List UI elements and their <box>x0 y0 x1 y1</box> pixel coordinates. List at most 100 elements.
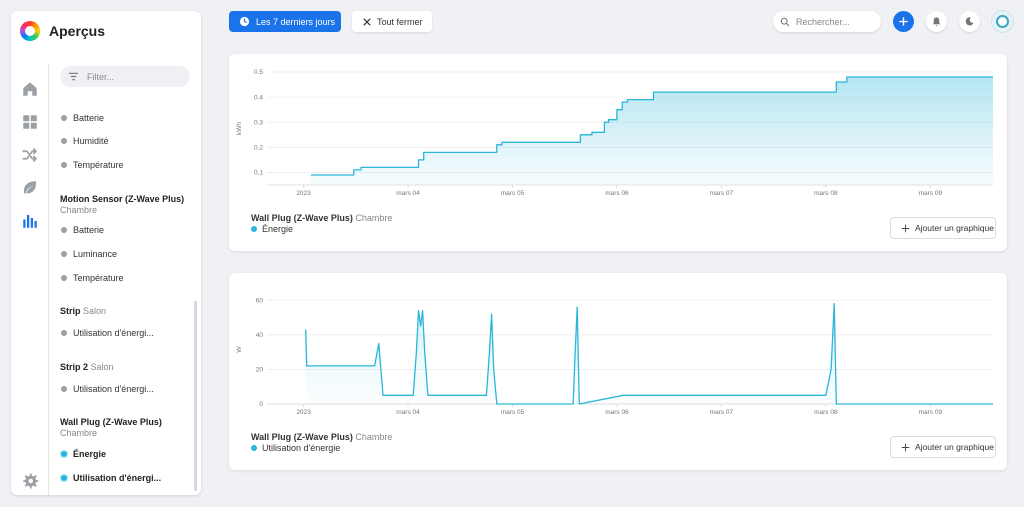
device-name: Strip 2 <box>60 362 89 372</box>
y-tick-label: 20 <box>256 367 264 374</box>
filter-icon <box>68 72 79 81</box>
energy-chart: 0.1 0.2 0.3 0.4 0.5 kWh 2023 mars 04 mars 05 mars… <box>236 69 993 197</box>
chart-legend[interactable]: Utilisation d'énergie <box>251 443 340 453</box>
group-title: Strip Salon <box>60 306 106 316</box>
avatar[interactable] <box>992 11 1013 32</box>
list-item-selected[interactable]: Utilisation d'énergi... <box>60 473 161 483</box>
x-tick-label: mars 06 <box>605 190 629 197</box>
device-name: Wall Plug (Z-Wave Plus) <box>60 417 162 427</box>
sidebar: Aperçus Batterie Humidité Température Mo… <box>11 11 201 495</box>
list-item-label: Humidité <box>73 136 109 146</box>
nav-rail <box>11 63 49 495</box>
list-item-label: Utilisation d'énergi... <box>73 328 154 338</box>
list-item[interactable]: Température <box>60 273 124 283</box>
list-item[interactable]: Batterie <box>60 113 104 123</box>
list-item-label: Batterie <box>73 113 105 123</box>
power-chart: 0 20 40 60 W 2023 mars 04 mars 05 mars 06 mars 07… <box>236 297 993 416</box>
search-icon <box>780 17 790 26</box>
device-room: Chambre <box>355 432 393 442</box>
y-tick-label: 40 <box>256 332 264 339</box>
avatar-icon <box>996 15 1009 28</box>
list-item[interactable]: Utilisation d'énergi... <box>60 328 154 338</box>
y-tick-label: 0 <box>259 401 263 408</box>
legend-label: Énergie <box>262 224 294 234</box>
list-item-selected[interactable]: Énergie <box>60 449 106 459</box>
moon-icon <box>965 17 974 26</box>
home-icon[interactable] <box>21 80 39 98</box>
y-tick-label: 60 <box>256 297 264 304</box>
list-item[interactable]: Utilisation d'énergi... <box>60 384 154 394</box>
x-tick-label: mars 05 <box>501 409 525 416</box>
app-logo-icon <box>20 21 40 41</box>
x-tick-label: mars 06 <box>605 409 629 416</box>
list-item[interactable]: Humidité <box>60 136 109 146</box>
x-tick-label: mars 04 <box>396 409 420 416</box>
group-title: Strip 2 Salon <box>60 362 114 372</box>
date-range-label: Les 7 derniers jours <box>256 16 336 27</box>
list-item-label: Température <box>73 160 124 170</box>
series-line <box>310 76 993 176</box>
chart-legend[interactable]: Énergie <box>251 224 293 234</box>
theme-toggle-button[interactable] <box>959 11 980 32</box>
brand: Aperçus <box>20 20 105 42</box>
filter-field[interactable] <box>60 66 190 87</box>
list-item[interactable]: Luminance <box>60 249 117 259</box>
status-dot <box>61 330 67 336</box>
status-dot <box>61 386 67 392</box>
search-input[interactable] <box>796 16 876 27</box>
status-dot <box>61 115 67 121</box>
app-title: Aperçus <box>49 23 106 39</box>
list-item-label: Énergie <box>73 449 107 459</box>
list-item-label: Luminance <box>73 249 118 259</box>
plus-icon <box>899 17 908 26</box>
clock-icon <box>239 16 250 27</box>
filter-input[interactable] <box>87 71 182 82</box>
y-tick-label: 0.1 <box>254 170 263 177</box>
notifications-button[interactable] <box>926 11 947 32</box>
list-item[interactable]: Batterie <box>60 225 104 235</box>
legend-label: Utilisation d'énergie <box>262 443 341 453</box>
device-area: Salon <box>90 362 114 372</box>
y-tick-label: 0.2 <box>254 145 263 152</box>
y-tick-label: 0.3 <box>254 119 263 126</box>
x-tick-label: 2023 <box>296 190 311 197</box>
gear-icon[interactable] <box>21 472 39 490</box>
list-item-label: Utilisation d'énergi... <box>73 473 162 483</box>
y-axis-label: W <box>236 346 243 353</box>
status-dot <box>61 138 67 144</box>
search-field[interactable] <box>773 11 881 32</box>
series-line <box>305 303 993 405</box>
x-tick-label: mars 09 <box>919 190 943 197</box>
add-graph-button[interactable]: Ajouter un graphique <box>890 436 996 458</box>
x-tick-label: 2023 <box>296 409 311 416</box>
energy-chart-card: 0.1 0.2 0.3 0.4 0.5 kWh 2023 mars 04 mars 05 mars… <box>229 54 1007 251</box>
legend-dot <box>251 445 257 451</box>
x-tick-label: mars 08 <box>814 409 838 416</box>
device-name: Wall Plug (Z-Wave Plus) <box>251 213 353 223</box>
device-name: Strip <box>60 306 81 316</box>
device-name: Motion Sensor (Z-Wave Plus) <box>60 194 185 204</box>
plus-icon <box>901 224 910 232</box>
dashboard-icon[interactable] <box>21 113 39 131</box>
bell-icon <box>932 17 941 27</box>
card-title: Wall Plug (Z-Wave Plus) Chambre <box>251 213 392 223</box>
x-tick-label: mars 09 <box>919 409 943 416</box>
group-title: Wall Plug (Z-Wave Plus) <box>60 417 162 427</box>
group-area: Chambre <box>60 428 98 438</box>
card-title: Wall Plug (Z-Wave Plus) Chambre <box>251 432 392 442</box>
close-icon <box>363 18 371 25</box>
add-graph-label: Ajouter un graphique <box>915 442 994 452</box>
list-item[interactable]: Température <box>60 160 124 170</box>
status-dot <box>61 275 67 281</box>
date-range-button[interactable]: Les 7 derniers jours <box>229 11 341 32</box>
active-dot <box>61 475 67 481</box>
close-all-button[interactable]: Tout fermer <box>352 11 432 32</box>
shuffle-icon[interactable] <box>21 146 39 164</box>
bar-chart-icon[interactable] <box>21 212 39 230</box>
sidebar-scrollbar[interactable] <box>194 301 197 491</box>
add-button[interactable] <box>893 11 914 32</box>
add-graph-button[interactable]: Ajouter un graphique <box>890 217 996 239</box>
list-item-label: Batterie <box>73 225 105 235</box>
add-graph-label: Ajouter un graphique <box>915 223 994 233</box>
leaf-icon[interactable] <box>21 179 39 197</box>
